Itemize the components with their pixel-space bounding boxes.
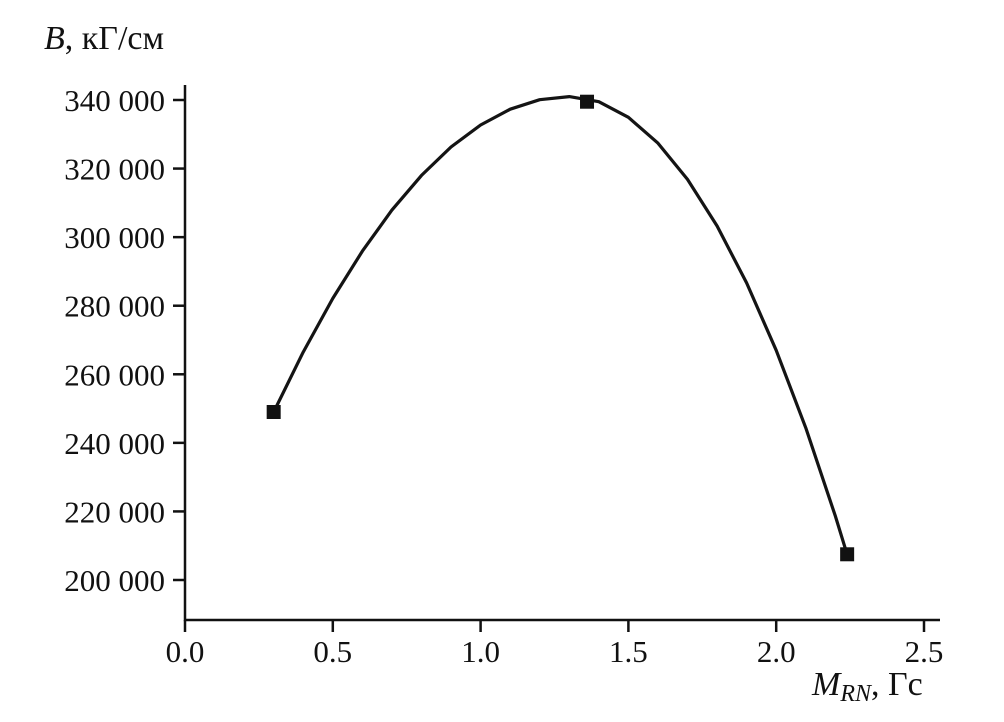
y-tick-label: 220 000	[64, 494, 165, 529]
y-axis-title: B, кГ/см	[44, 20, 164, 58]
x-axis-title: MRN, Гс	[812, 666, 923, 707]
y-tick-label: 320 000	[64, 152, 165, 187]
axes-spines	[183, 85, 940, 622]
y-tick-label: 280 000	[64, 289, 165, 324]
y-axis-units: , кГ/см	[64, 20, 165, 57]
x-tick-label: 0.0	[166, 634, 205, 669]
data-point-marker	[266, 405, 281, 419]
x-tick-label: 1.5	[609, 634, 648, 669]
y-tick-label: 300 000	[64, 220, 165, 255]
x-tick-label: 2.0	[757, 634, 796, 669]
x-tick-label: 1.0	[461, 634, 500, 669]
y-tick-label: 240 000	[64, 426, 165, 461]
x-axis-variable: M	[812, 666, 841, 703]
data-curve	[272, 95, 849, 556]
y-tick-label: 200 000	[64, 563, 165, 598]
data-point-marker	[840, 547, 855, 562]
x-axis-units: , Гс	[871, 666, 923, 703]
data-point-marker	[580, 94, 595, 109]
x-axis-subscript: RN	[840, 681, 871, 707]
x-tick-label: 0.5	[313, 634, 352, 669]
y-axis-variable: B	[44, 20, 65, 57]
y-tick-label: 260 000	[64, 357, 165, 392]
y-tick-label: 340 000	[64, 83, 165, 118]
x-tick-label: 2.5	[905, 634, 944, 669]
